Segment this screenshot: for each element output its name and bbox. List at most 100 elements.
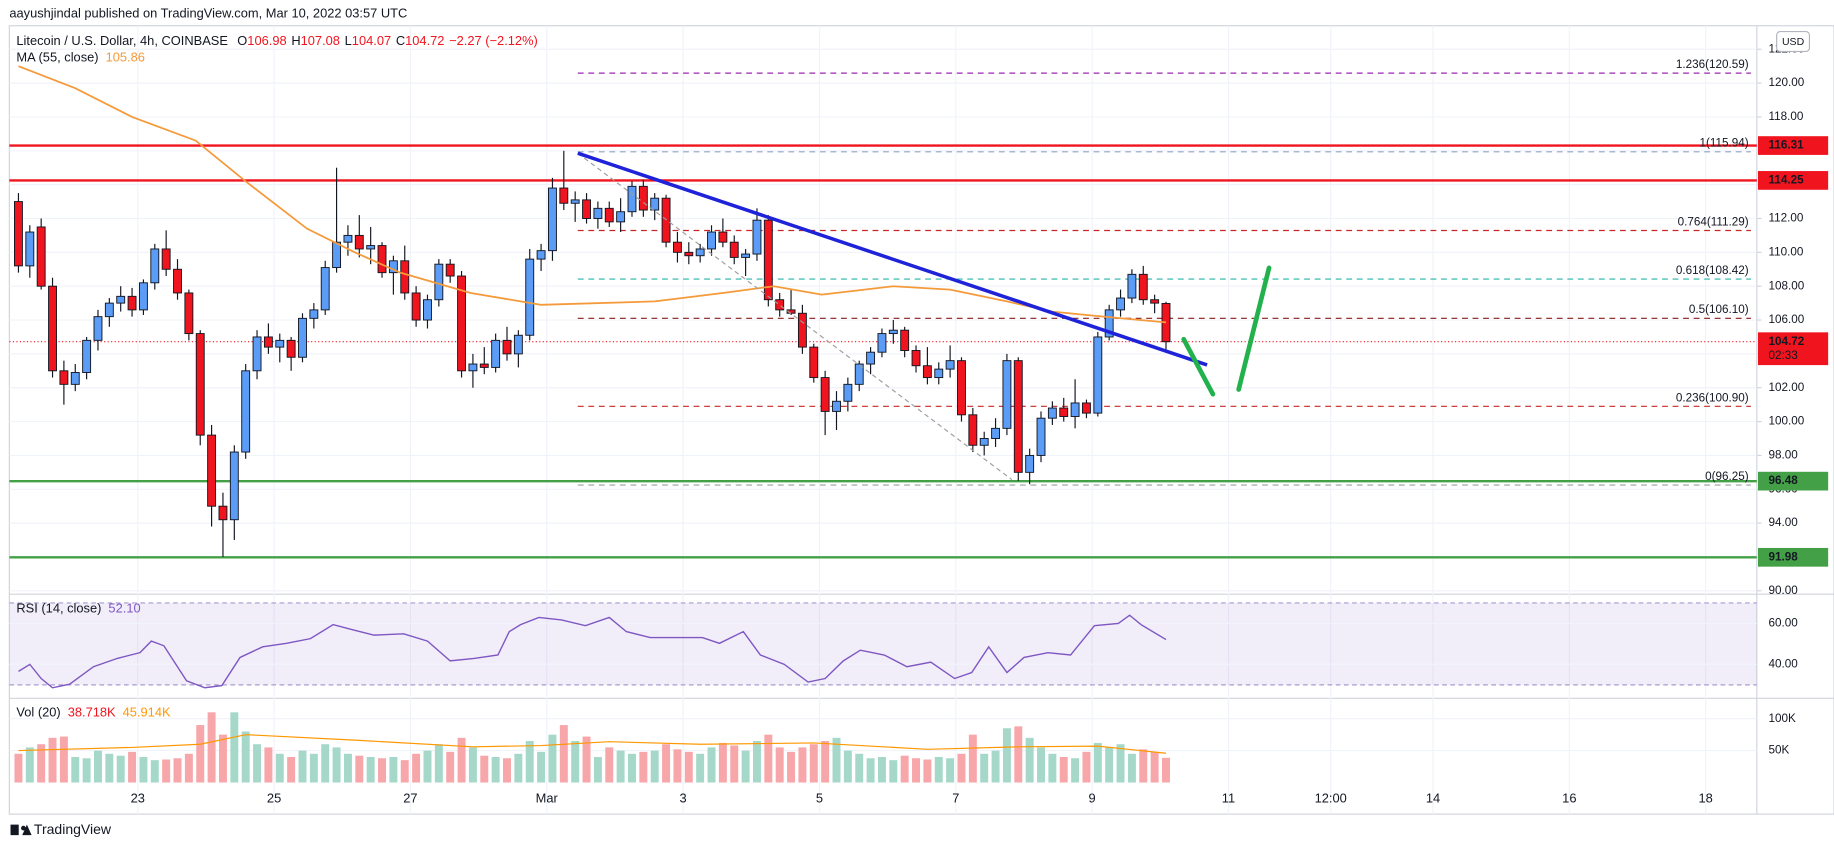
drawings — [577, 151, 1272, 481]
volume-bar — [321, 744, 330, 783]
symbol-name: Litecoin / U.S. Dollar, 4h, COINBASE — [16, 33, 228, 48]
volume-bar — [275, 753, 284, 783]
forecast-arrow-up — [1236, 265, 1272, 392]
x-tick-label: 7 — [952, 790, 959, 805]
currency-button[interactable] — [1776, 30, 1811, 53]
ohlc-key: C — [396, 33, 405, 48]
volume-bar — [582, 736, 591, 783]
volume-legend: Vol (20) 38.718K 45.914K — [16, 705, 171, 720]
candle-body — [195, 333, 205, 436]
candle-body — [161, 248, 171, 270]
candle-body — [70, 372, 80, 385]
volume-bar — [673, 749, 682, 783]
candle-body — [1002, 360, 1012, 429]
volume-bar — [139, 756, 148, 783]
candle-body — [525, 258, 535, 336]
volume-tick-label: 50K — [1769, 744, 1790, 757]
candle-body — [59, 370, 69, 385]
ma-name: MA (55, close) — [16, 50, 98, 65]
volume-name: Vol (20) — [16, 705, 60, 720]
volume-bar — [684, 751, 693, 783]
volume-bar — [559, 725, 568, 783]
ohlc-value: 106.98 — [247, 33, 286, 48]
volume-bar — [116, 755, 125, 783]
candle-body — [36, 226, 46, 287]
candle-body — [354, 234, 364, 250]
candle-body — [252, 336, 262, 372]
volume-ma-line — [18, 734, 1167, 754]
volume-bar — [855, 753, 864, 783]
x-tick-label: 25 — [267, 790, 281, 805]
candle-body — [638, 185, 648, 211]
candle-body — [1025, 454, 1035, 473]
candle-body — [1013, 360, 1023, 473]
level-badge — [1757, 136, 1829, 155]
volume-bar — [877, 756, 886, 783]
candle-body — [718, 231, 728, 243]
candle-body — [672, 241, 682, 253]
volume-bar — [150, 760, 159, 783]
candle-body — [945, 360, 955, 370]
volume-bar — [218, 734, 227, 783]
x-tick-label: 16 — [1562, 790, 1576, 805]
volume-bar — [468, 747, 477, 783]
candle-body — [82, 339, 92, 373]
candle-body — [707, 231, 716, 250]
volume-bar — [605, 747, 614, 783]
candle-body — [434, 263, 444, 301]
candle-body — [93, 316, 103, 341]
volume-bar — [1059, 756, 1068, 783]
candle-body — [1082, 402, 1091, 414]
candle-body — [650, 197, 660, 211]
volume-tick-label: 100K — [1769, 712, 1797, 725]
candle-body — [752, 219, 762, 255]
volume-bar — [59, 736, 68, 783]
volume-bar — [400, 760, 409, 783]
candle-body — [1070, 402, 1080, 417]
volume-bar — [514, 753, 523, 783]
volume-bar — [650, 750, 659, 783]
volume-bar — [787, 751, 796, 783]
candle-body — [968, 414, 978, 446]
volume-bar — [491, 756, 500, 783]
candle-body — [820, 377, 830, 412]
last-price-label: 104.72 — [1769, 335, 1805, 348]
volume-bar — [434, 744, 443, 783]
candle-body — [604, 207, 614, 223]
volume-bar — [173, 758, 182, 783]
volume-bar — [25, 747, 34, 783]
candle-body — [684, 251, 694, 257]
x-tick-label: Mar — [536, 790, 559, 805]
volume-bar — [980, 753, 989, 783]
volume-bar — [934, 756, 943, 783]
y-tick-label: 118.00 — [1769, 110, 1804, 123]
x-tick-label: 5 — [816, 790, 823, 805]
publish-header: aayushjindal published on TradingView.co… — [9, 5, 407, 20]
candle-body — [468, 363, 478, 372]
candle-body — [445, 263, 455, 277]
candle-body — [400, 260, 410, 294]
moving-average-line — [18, 65, 1167, 324]
volume-bar — [662, 744, 671, 783]
candle-body — [104, 302, 114, 318]
volume-bar — [752, 741, 761, 783]
volume-bar — [957, 753, 966, 783]
volume-bar — [287, 756, 296, 783]
change-value: −2.27 (−2.12%) — [449, 33, 538, 48]
chart-frame — [8, 25, 1834, 815]
candle-body — [263, 336, 273, 348]
volume-bar — [525, 741, 534, 783]
candle-body — [854, 363, 864, 385]
volume-bar — [184, 753, 193, 783]
candle-body — [559, 187, 569, 204]
candle-body — [729, 241, 739, 258]
candle-body — [286, 339, 296, 358]
volume-bar — [1139, 749, 1148, 783]
volume-bar — [775, 747, 784, 783]
volume-value: 38.718K — [68, 705, 116, 720]
y-tick-label: 94.00 — [1769, 516, 1799, 529]
level-label: 91.98 — [1769, 550, 1799, 563]
fib-label: 0.236(100.90) — [1676, 391, 1749, 404]
candle-body — [1138, 273, 1148, 301]
candle-body — [593, 207, 603, 219]
